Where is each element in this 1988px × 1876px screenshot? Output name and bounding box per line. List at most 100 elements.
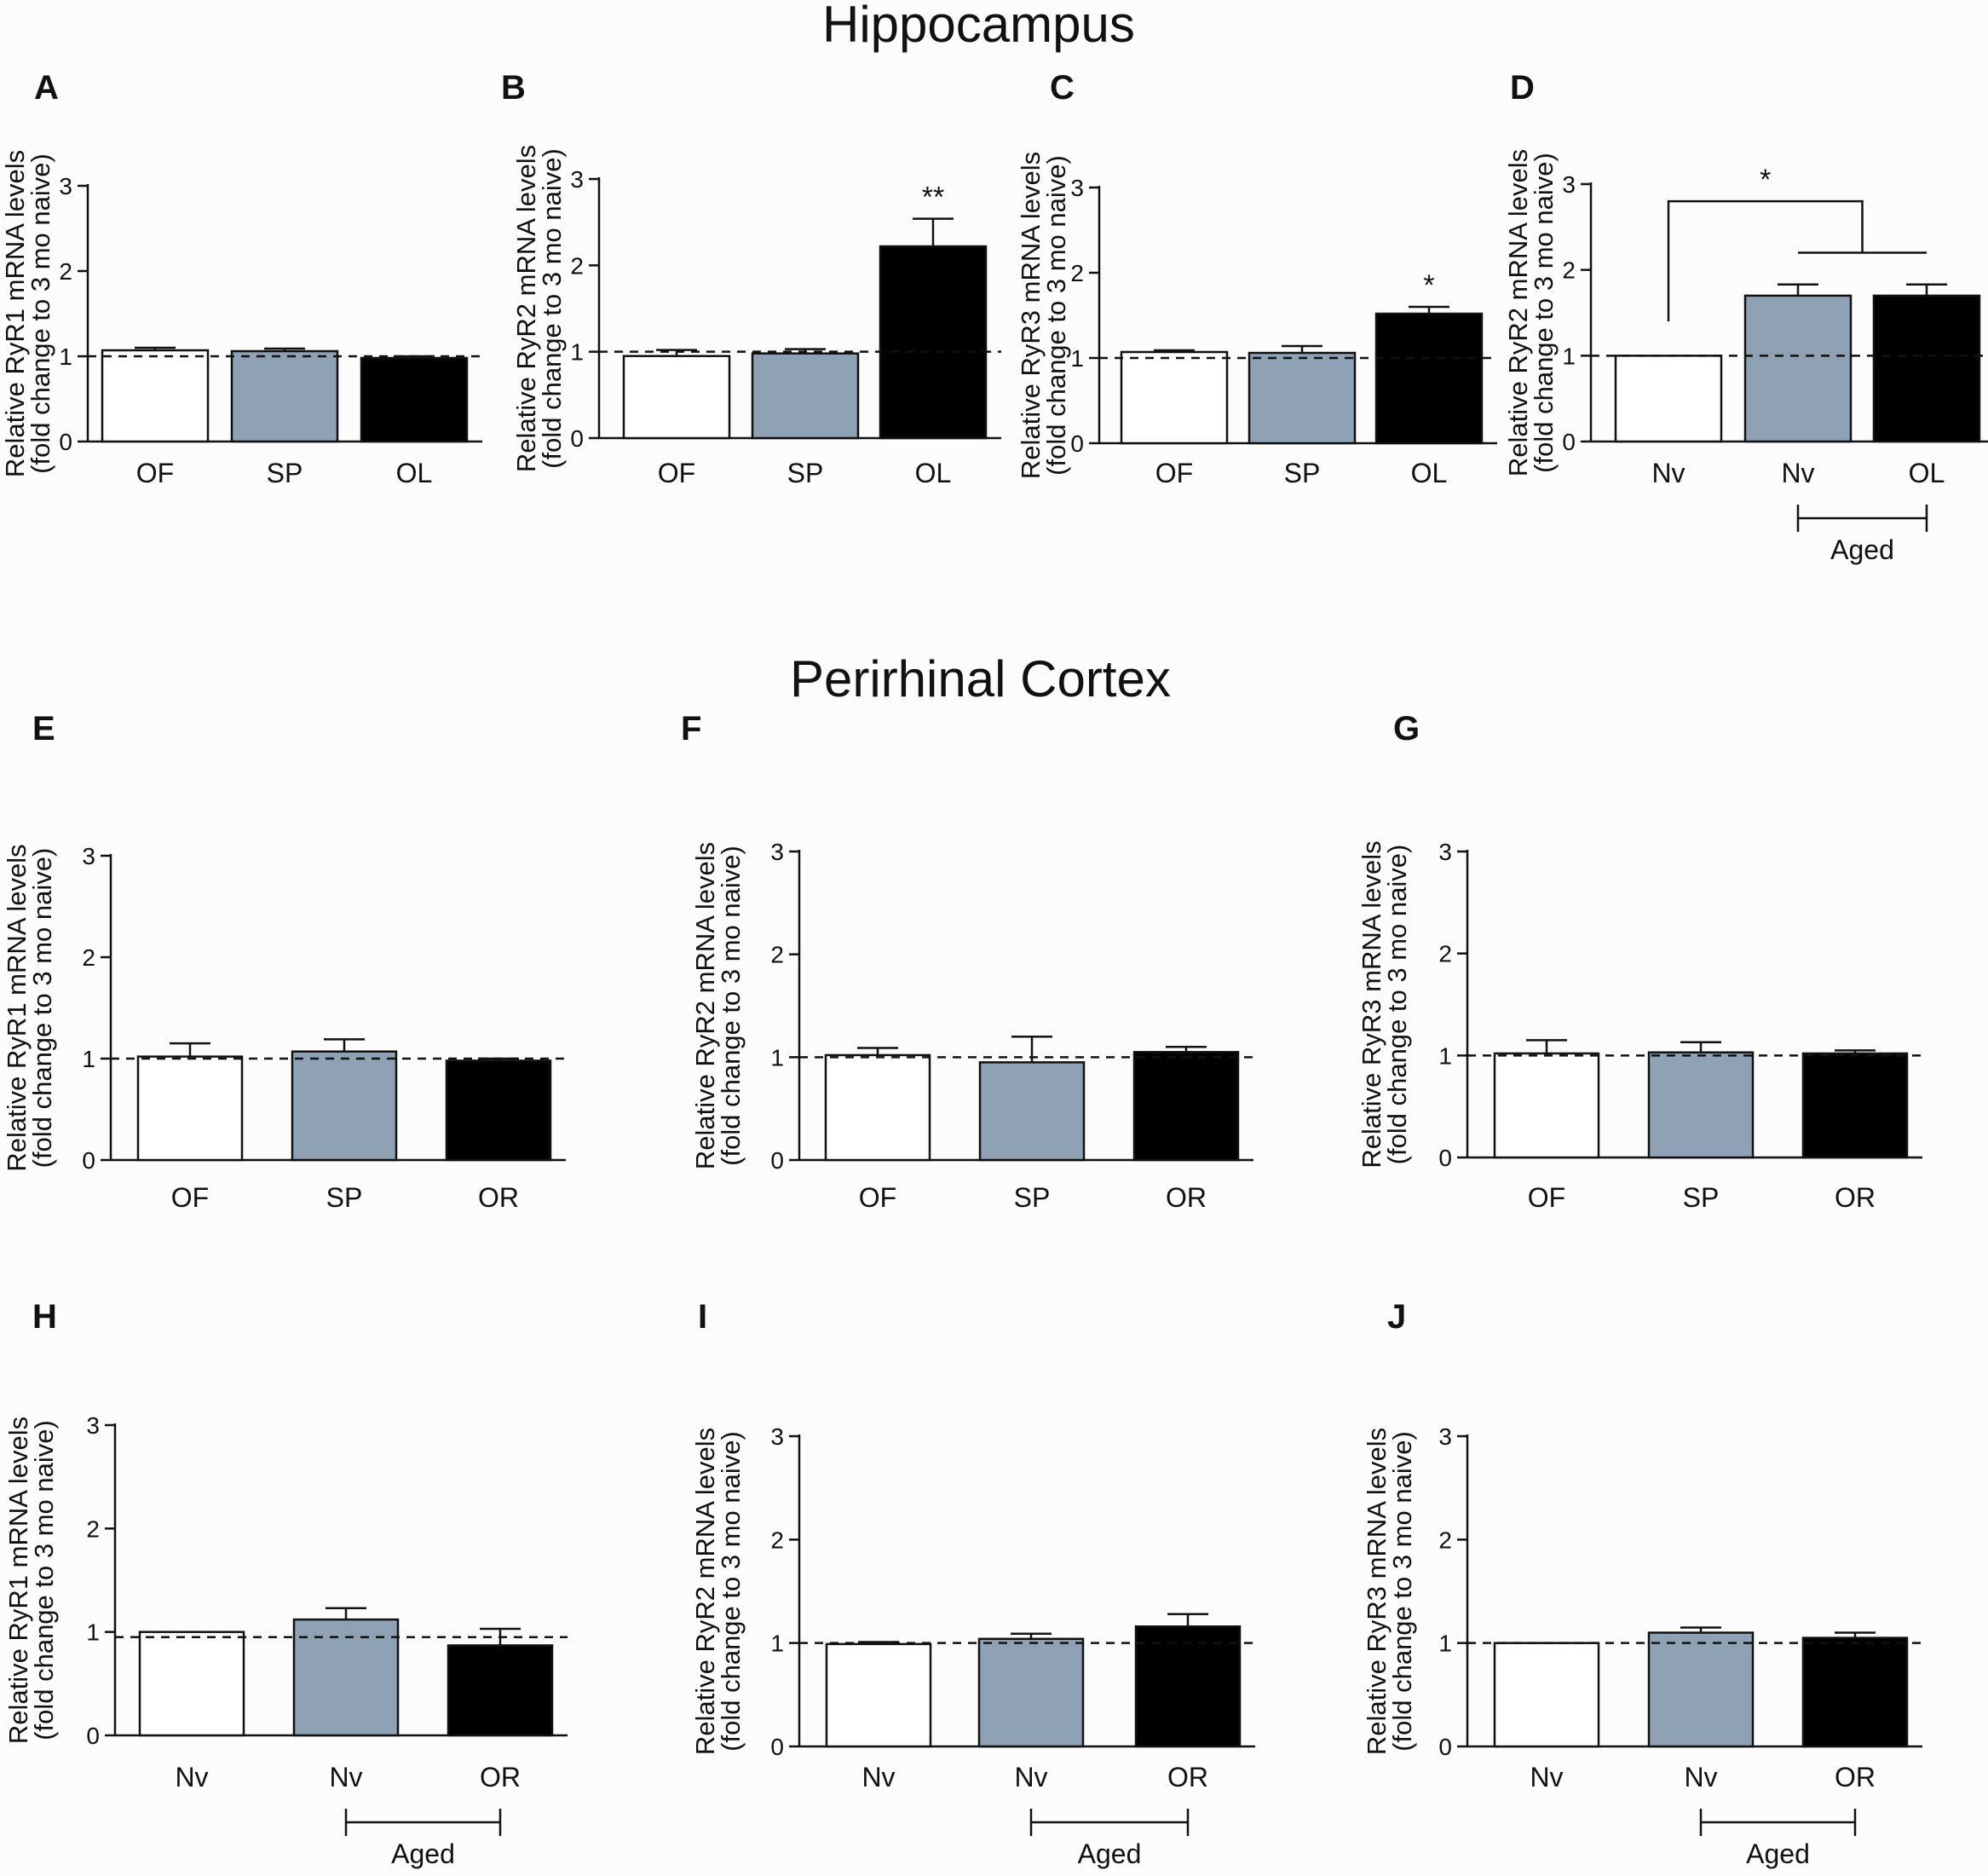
panel-F: F Relative RyR2 mRNA levels(fold change t… — [681, 710, 1253, 1213]
y-tick-label: 2 — [1070, 260, 1084, 286]
category-label-2: SP — [326, 1182, 363, 1213]
y-axis-label-line2: (fold change to 3 mo naive) — [26, 153, 55, 474]
panel-letter-d: D — [1510, 69, 1535, 107]
category-label-1: Nv — [861, 1762, 895, 1792]
y-axis-label-line2: (fold change to 3 mo naive) — [1387, 1431, 1417, 1752]
bar-3 — [445, 1059, 552, 1162]
category-label-2: Nv — [1014, 1762, 1047, 1792]
panel-G: G Relative RyR3 mRNA levels(fold change t… — [1357, 710, 1922, 1213]
y-axis-label-line1: Relative RyR3 mRNA levels — [1362, 1428, 1392, 1755]
y-tick-label: 0 — [1438, 1734, 1452, 1760]
category-label-3: OR — [1835, 1182, 1876, 1213]
bar-1 — [1120, 350, 1229, 445]
category-label-1: Nv — [1530, 1762, 1563, 1792]
y-tick-label: 1 — [770, 1631, 784, 1657]
section-title-perirhinal-cortex: Perirhinal Cortex — [790, 650, 1171, 707]
y-tick-label: 2 — [1438, 941, 1452, 967]
y-tick-label: 0 — [1438, 1145, 1452, 1171]
bar-2 — [1647, 1631, 1755, 1748]
y-tick-label: 3 — [570, 166, 584, 193]
y-tick-label: 3 — [82, 843, 95, 869]
y-tick-label: 0 — [59, 429, 72, 455]
category-label-2: SP — [1284, 458, 1321, 488]
significance-mark-3: ** — [922, 182, 944, 214]
y-axis-label-line1: Relative RyR1 mRNA levels — [0, 150, 30, 477]
panel-letter-c: C — [1050, 69, 1075, 107]
significance-mark-3: * — [1423, 269, 1434, 302]
bar-1 — [1614, 355, 1723, 443]
category-label-1: Nv — [175, 1762, 208, 1792]
panel-letter-i: I — [698, 1298, 707, 1336]
bar-3 — [360, 356, 469, 443]
y-axis-label-line1: Relative RyR2 mRNA levels — [1503, 149, 1533, 476]
bar-3 — [1872, 294, 1981, 443]
bar-3 — [1374, 312, 1484, 445]
category-label-2: SP — [787, 458, 824, 488]
group-bracket-label: Aged — [391, 1838, 455, 1869]
y-tick-label: 0 — [770, 1147, 784, 1174]
y-tick-label: 3 — [86, 1412, 100, 1439]
y-tick-label: 0 — [86, 1723, 100, 1749]
y-axis-label-line2: (fold change to 3 mo naive) — [1041, 155, 1071, 476]
panel-A: A Relative RyR1 mRNA levels(fold change t… — [0, 69, 482, 488]
y-tick-label: 2 — [1438, 1527, 1452, 1553]
significance-bracket-label: * — [1760, 164, 1771, 196]
y-axis-label-line1: Relative RyR2 mRNA levels — [690, 842, 720, 1169]
y-axis-label-line1: Relative RyR1 mRNA levels — [2, 844, 32, 1171]
bar-2 — [977, 1637, 1085, 1748]
bar-1 — [1493, 1642, 1600, 1748]
panel-letter-b: B — [501, 69, 526, 107]
category-label-2: Nv — [1781, 458, 1814, 488]
category-label-1: OF — [1528, 1182, 1565, 1213]
panel-B: B Relative RyR2 mRNA levels(fold change t… — [501, 69, 1001, 488]
y-tick-label: 2 — [770, 942, 784, 968]
bar-2 — [1248, 351, 1357, 445]
bar-1 — [138, 1631, 245, 1737]
y-axis-label-line2: (fold change to 3 mo naive) — [716, 1431, 746, 1752]
category-label-3: OR — [1167, 1762, 1208, 1792]
category-label-1: OF — [658, 458, 695, 488]
bar-1 — [1493, 1052, 1600, 1159]
bar-2 — [751, 352, 860, 440]
y-axis-label-line2: (fold change to 3 mo naive) — [537, 148, 567, 469]
y-tick-label: 3 — [59, 173, 72, 199]
y-axis-label-line1: Relative RyR3 mRNA levels — [1016, 152, 1046, 479]
category-label-1: OF — [171, 1182, 209, 1213]
y-tick-label: 1 — [1438, 1042, 1452, 1069]
section-title-hippocampus: Hippocampus — [822, 0, 1135, 53]
y-tick-label: 2 — [59, 258, 72, 285]
category-label-3: OR — [1835, 1762, 1876, 1792]
y-tick-label: 2 — [86, 1515, 100, 1542]
y-tick-label: 3 — [1070, 175, 1084, 201]
panel-letter-h: H — [32, 1298, 57, 1336]
group-bracket-label: Aged — [1746, 1838, 1810, 1869]
y-axis-label-line2: (fold change to 3 mo naive) — [716, 846, 746, 1166]
y-axis-label-line1: Relative RyR2 mRNA levels — [690, 1428, 720, 1755]
panel-letter-j: J — [1387, 1298, 1406, 1336]
y-axis-label-line2: (fold change to 3 mo naive) — [27, 848, 57, 1169]
y-axis-label-line2: (fold change to 3 mo naive) — [29, 1420, 59, 1740]
category-label-1: OF — [1155, 458, 1193, 488]
bar-1 — [825, 1642, 932, 1748]
y-axis-label-line1: Relative RyR2 mRNA levels — [511, 145, 541, 472]
category-label-2: Nv — [329, 1762, 362, 1792]
panel-letter-a: A — [34, 69, 59, 107]
bar-3 — [1134, 1625, 1242, 1748]
y-tick-label: 1 — [1562, 343, 1576, 369]
category-label-3: OR — [1166, 1182, 1207, 1213]
y-tick-label: 2 — [1562, 257, 1576, 284]
bar-3 — [1801, 1636, 1909, 1748]
y-tick-label: 3 — [1562, 171, 1576, 198]
panel-E: E Relative RyR1 mRNA levels(fold change t… — [2, 710, 566, 1213]
category-label-1: OF — [136, 458, 174, 488]
bar-2 — [978, 1061, 1086, 1162]
category-label-3: OL — [396, 458, 433, 488]
bar-3 — [879, 245, 988, 440]
bar-3 — [447, 1644, 554, 1737]
y-axis-label-line2: (fold change to 3 mo naive) — [1382, 845, 1412, 1165]
panel-I: I Relative RyR2 mRNA levels(fold change t… — [690, 1298, 1255, 1869]
panel-H: H Relative RyR1 mRNA levels(fold change t… — [3, 1298, 568, 1869]
y-tick-label: 0 — [1070, 430, 1084, 457]
panel-J: J Relative RyR3 mRNA levels(fold change t… — [1362, 1298, 1922, 1869]
